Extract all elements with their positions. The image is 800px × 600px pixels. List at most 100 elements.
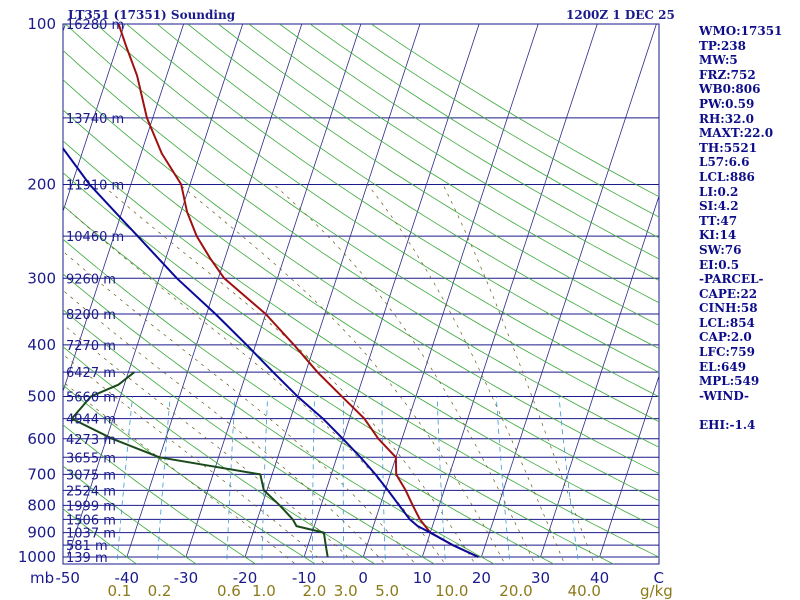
index-line: L57:6.6 [699,155,750,170]
index-line: LI:0.2 [699,184,739,199]
index-line: SW:76 [699,242,742,257]
isotherm-line [67,24,244,558]
isotherm-line [303,24,480,558]
mixing-ratio-label: 3.0 [334,582,358,600]
pressure-tick-label: 600 [27,430,56,448]
mixing-ratio-label: 40.0 [568,582,601,600]
sounding-profiles [63,24,479,558]
index-line: MW:5 [699,53,738,68]
index-line: RH:32.0 [699,111,754,126]
index-line: TT:47 [699,213,738,228]
index-line: EHI:-1.4 [699,418,756,433]
moist-adiabat [63,381,296,564]
temperature-tick-label: -40 [115,569,140,587]
mixing-ratio-label: 5.0 [375,582,399,600]
mixing-ratio-label: 20.0 [499,582,532,600]
index-line: TH:5521 [699,140,758,155]
index-line: LFC:759 [699,345,755,360]
index-line: MAXT:22.0 [699,126,774,141]
index-line: WMO:17351 [699,24,783,38]
height-label: 3075 m [66,468,116,483]
height-label: 139 m [66,551,108,566]
axis-labels: 0.1 0.2 0.6 1.0 2.0 3.0 5.0 10.0 20.0 40.0 16280 m… [18,15,664,600]
dry-adiabat [63,140,659,529]
y-axis-unit: mb [30,569,54,587]
temperature-tick-label: -30 [174,569,199,587]
height-label: 13740 m [66,112,124,127]
mixing-ratio-line [381,396,386,564]
moist-adiabat [63,289,386,564]
height-label: 1999 m [66,499,116,514]
dry-adiabat [248,24,659,282]
isobar-grid [63,23,659,558]
height-label: 9260 m [66,272,116,287]
pressure-tick-label: 500 [27,388,56,406]
height-label: 8200 m [66,308,116,323]
mixing-ratio-line [116,396,133,564]
chart-title: LT351 (17351) Sounding [68,8,236,22]
height-label: 4944 m [66,413,116,428]
index-line: PW:0.59 [699,96,755,111]
pressure-tick-label: 200 [27,175,56,193]
parcel-line [63,146,479,558]
mixing-ratio-label: 0.2 [148,582,172,600]
dry-adiabat [156,24,659,349]
dry-adiabat [63,79,659,474]
dry-adiabat [95,24,659,398]
moist-adiabat [63,323,356,564]
mixing-ratio-line [558,396,579,564]
moist-adiabat [179,184,506,564]
temperature-tick-label: -10 [292,569,317,587]
moist-adiabat [63,353,326,564]
mixing-ratio-unit: g/kg [640,582,673,600]
moist-adiabat [101,184,476,564]
height-label: 6427 m [66,366,116,381]
mixing-ratio-line [495,396,511,564]
pressure-tick-label: 1000 [18,548,56,566]
mixing-ratio-label: 0.1 [107,582,131,600]
height-label: 1506 m [66,513,116,528]
index-line: EL:649 [699,359,747,374]
index-line: -WIND- [699,388,749,403]
moist-adiabat [442,184,595,564]
index-line [699,403,799,418]
index-line: CAP:2.0 [699,330,752,345]
dry-adiabat [65,24,659,423]
dry-adiabat [63,49,659,448]
mixing-ratio-label: 2.0 [302,582,326,600]
temperature-tick-label: 0 [358,569,368,587]
index-line: SI:4.2 [699,199,739,214]
dry-adiabat [63,238,555,564]
index-line: CINH:58 [699,301,758,316]
pressure-tick-label: 800 [27,496,56,514]
dry-adiabat [63,273,496,564]
index-line: -PARCEL- [699,272,764,287]
dry-adiabat [63,309,436,564]
pressure-tick-label: 300 [27,269,56,287]
mixing-ratio-line [226,396,236,564]
moist-adiabat [63,250,416,564]
isotherm-line [599,374,659,558]
dry-adiabat [63,508,138,564]
mixing-ratio-line [261,396,268,564]
index-line: CAPE:22 [699,286,758,301]
height-label: 7270 m [66,339,116,354]
index-line: MPL:549 [699,374,760,389]
temperature-tick-label: -50 [55,569,80,587]
height-label: 10460 m [66,230,124,245]
temperature-tick-label: 10 [413,569,432,587]
mixing-ratio-line [342,396,345,564]
index-line: EI:0.5 [699,257,740,272]
dewpoint-line [70,371,329,558]
pressure-tick-label: 400 [27,336,56,354]
mixing-ratio-line [312,396,315,564]
mixing-ratio-line [156,396,171,564]
isotherm-grid [0,24,659,558]
dry-adiabat [63,172,659,558]
chart-time: 1200Z 1 DEC 25 [566,8,675,22]
isotherm-line [185,24,362,558]
index-line: KI:14 [699,228,737,243]
isotherm-line [0,24,6,557]
mixing-ratio-label: 0.6 [217,582,241,600]
height-label: 5660 m [66,391,116,406]
